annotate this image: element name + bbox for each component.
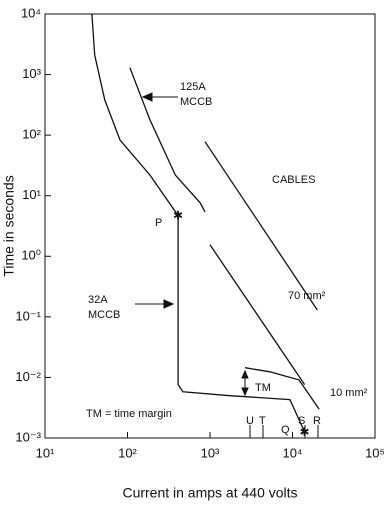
x-tick-label: 10⁵ <box>365 445 385 460</box>
x-tick-label: 10⁴ <box>282 445 302 460</box>
x-tick-label: 10² <box>118 445 137 460</box>
x-tick-label: 10¹ <box>36 445 55 460</box>
series-line <box>91 13 306 433</box>
annotation: P <box>155 217 162 229</box>
series-line <box>129 67 320 410</box>
series-label: 70 mm² <box>288 290 326 302</box>
annotation: R <box>313 415 321 427</box>
x-tick-label: 10³ <box>201 445 220 460</box>
annotation: S <box>298 415 305 427</box>
series-label: 32A MCCB <box>88 294 120 321</box>
arrow-head <box>241 369 249 379</box>
y-tick-label: 10³ <box>22 66 41 81</box>
point-marker: ✱ <box>173 209 183 223</box>
series-line <box>209 244 306 385</box>
point-marker: ✱ <box>300 425 310 439</box>
annotation: TM = time margin <box>86 408 172 420</box>
x-axis-label: Current in amps at 440 volts <box>122 485 297 501</box>
arrow-head <box>163 299 175 309</box>
plot-frame <box>44 13 376 439</box>
annotation: U <box>246 415 254 427</box>
y-tick-label: 10⁰ <box>21 248 41 263</box>
series-label: 125A MCCB <box>180 81 212 108</box>
series-line <box>204 141 318 311</box>
annotation: TM <box>255 382 271 394</box>
y-tick-label: 10⁴ <box>21 5 41 20</box>
arrow-head <box>241 387 249 397</box>
y-tick-label: 10⁻² <box>15 369 41 384</box>
annotation: CABLES <box>272 174 315 186</box>
annotation: T <box>259 415 266 427</box>
y-tick-label: 10¹ <box>22 187 41 202</box>
y-tick-label: 10⁻¹ <box>15 308 41 323</box>
annotation: Q <box>281 424 290 436</box>
arrows <box>135 92 319 438</box>
y-axis-label: Time in seconds <box>1 175 17 276</box>
arrow-head <box>141 92 153 102</box>
series-label: 10 mm² <box>330 387 368 399</box>
y-tick-label: 10⁻³ <box>15 429 41 444</box>
y-tick-label: 10² <box>22 127 41 142</box>
